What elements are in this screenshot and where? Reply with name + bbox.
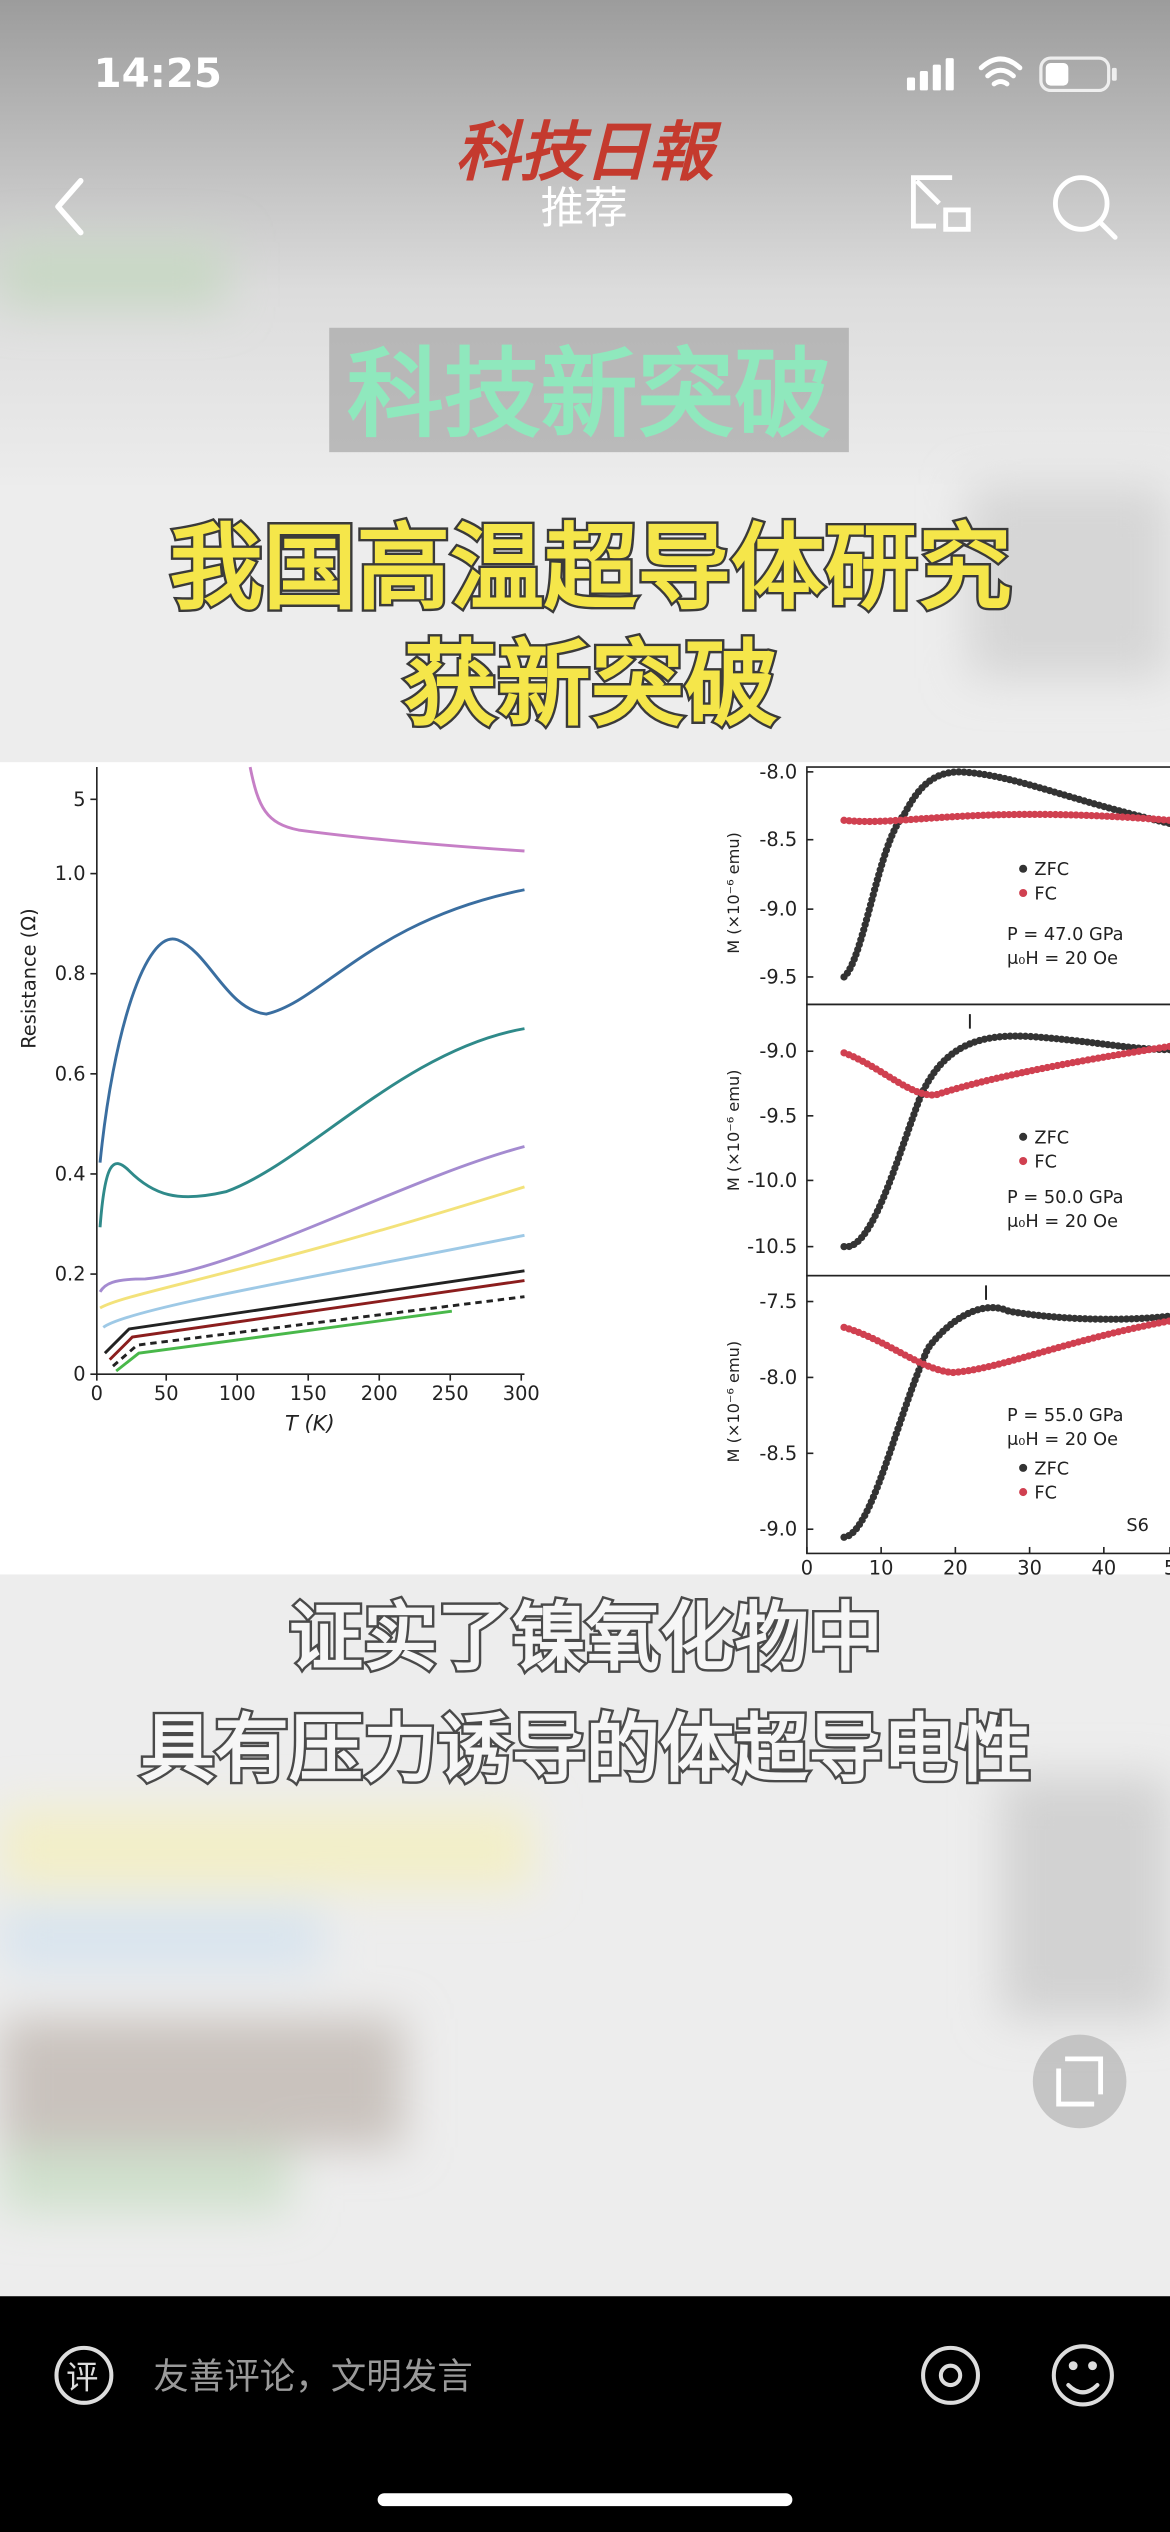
y-tick-label: -8.0 bbox=[759, 1366, 797, 1389]
legend-label: ZFC bbox=[1034, 1128, 1069, 1148]
legend-dot bbox=[1019, 1463, 1028, 1472]
x-tick-label: 40 bbox=[1092, 1556, 1117, 1579]
emoji-button[interactable] bbox=[1051, 2344, 1114, 2407]
comment-icon[interactable]: 评 bbox=[54, 2345, 114, 2405]
pip-button[interactable] bbox=[910, 175, 971, 232]
subtitle-line: 具有压力诱导的体超导电性 bbox=[140, 1706, 1031, 1793]
subtitle-line: 证实了镍氧化物中 bbox=[289, 1594, 883, 1681]
curves bbox=[98, 766, 525, 1373]
headline-line: 我国高温超导体研究 bbox=[170, 515, 1012, 624]
comment-input[interactable]: 友善评论，文明发言 bbox=[153, 2356, 472, 2397]
y-tick-label: -10.5 bbox=[747, 1235, 797, 1258]
y-tick-label: -9.5 bbox=[759, 965, 797, 988]
legend-dot bbox=[1019, 1157, 1028, 1166]
x-tick-label: 20 bbox=[943, 1556, 968, 1579]
x-tick-label: 50 bbox=[154, 1382, 179, 1405]
pressure-label: P = 50.0 GPa bbox=[1007, 1188, 1124, 1208]
y-tick-label: -9.0 bbox=[759, 898, 797, 921]
x-tick-label: 5 bbox=[1164, 1556, 1170, 1579]
legend-label: ZFC bbox=[1034, 860, 1069, 880]
panel-frame bbox=[806, 1274, 1170, 1555]
y-tick-label: -9.0 bbox=[759, 1518, 797, 1541]
x-axis-label: T (K) bbox=[285, 1412, 335, 1436]
pressure-label: P = 55.0 GPa bbox=[1007, 1406, 1124, 1426]
y-tick-label: -9.0 bbox=[759, 1040, 797, 1063]
pressure-label: P = 47.0 GPa bbox=[1007, 925, 1124, 945]
x-tick-label: 300 bbox=[503, 1382, 540, 1405]
legend-dot bbox=[1019, 864, 1028, 873]
y-tick-label: 1.0 bbox=[55, 862, 86, 885]
comment-bar bbox=[0, 2296, 1170, 2532]
x-tick-label: 200 bbox=[361, 1382, 398, 1405]
wifi-icon bbox=[978, 56, 1023, 87]
subtitle: 证实了镍氧化物中 具有压力诱导的体超导电性 bbox=[138, 1592, 1034, 1795]
legend-dot bbox=[1019, 1132, 1028, 1141]
x-tick-label: 150 bbox=[290, 1382, 327, 1405]
blurred-background bbox=[0, 242, 1170, 2213]
y-axis-label: M (×10⁻⁶ emu) bbox=[724, 832, 743, 954]
logo: 科技日報 bbox=[455, 114, 722, 190]
y-tick-label: 5 bbox=[73, 788, 85, 811]
tag-box bbox=[329, 327, 849, 453]
y-tick-label: -8.5 bbox=[759, 828, 797, 851]
field-label: μ₀H = 20 Oe bbox=[1007, 1212, 1118, 1232]
headline-line: 获新突破 bbox=[403, 631, 777, 740]
y-tick-label: -10.0 bbox=[747, 1169, 797, 1192]
home-indicator bbox=[377, 2493, 793, 2507]
tag-text: 科技新突破 bbox=[347, 338, 831, 451]
magnetization-chart: M (×10⁻⁶ emu) -8.0 -8.5 -9.0 -9.5 ZFC FC P = 47… bbox=[724, 760, 1170, 1579]
figure-area bbox=[0, 762, 1170, 1575]
x-tick-label: 100 bbox=[219, 1382, 256, 1405]
y-tick-label: 0.4 bbox=[55, 1162, 86, 1185]
field-label: μ₀H = 20 Oe bbox=[1007, 949, 1118, 969]
y-axis-label: M (×10⁻⁶ emu) bbox=[724, 1341, 743, 1463]
search-button[interactable] bbox=[1052, 175, 1118, 240]
y-tick-label: -8.0 bbox=[759, 760, 797, 783]
legend-dot bbox=[1019, 1488, 1028, 1497]
y-tick-label: -8.5 bbox=[759, 1442, 797, 1465]
y-tick-label: 0.6 bbox=[55, 1062, 86, 1085]
mention-button[interactable] bbox=[921, 2345, 980, 2405]
x-tick-label: 10 bbox=[869, 1556, 894, 1579]
sample-label: S6 bbox=[1126, 1516, 1149, 1536]
headline: 我国高温超导体研究 获新突破 bbox=[167, 512, 1014, 742]
legend-label: FC bbox=[1034, 884, 1057, 904]
back-button[interactable] bbox=[55, 178, 84, 236]
y-tick-label: 0.2 bbox=[55, 1263, 86, 1286]
y-axis-label: M (×10⁻⁶ emu) bbox=[724, 1070, 743, 1192]
x-tick-label: 250 bbox=[432, 1382, 469, 1405]
field-label: μ₀H = 20 Oe bbox=[1007, 1430, 1118, 1450]
y-tick-label: 0.8 bbox=[55, 962, 86, 985]
signal-icon bbox=[906, 58, 954, 91]
x-tick-label: 0 bbox=[801, 1556, 813, 1579]
y-tick-label: -9.5 bbox=[759, 1104, 797, 1127]
legend-label: FC bbox=[1034, 1484, 1057, 1504]
scatter-curves bbox=[840, 768, 1170, 1541]
fullscreen-button[interactable] bbox=[1032, 2034, 1127, 2129]
comment-icon-text: 评 bbox=[66, 2358, 98, 2396]
nav-tab[interactable]: 推荐 bbox=[541, 184, 628, 234]
legend-label: ZFC bbox=[1034, 1459, 1069, 1479]
x-tick-label: 30 bbox=[1017, 1556, 1042, 1579]
y-tick-label: -7.5 bbox=[759, 1290, 797, 1313]
arrow-marker bbox=[968, 1014, 987, 1300]
y-tick-label: 0 bbox=[73, 1363, 85, 1386]
resistance-chart: Resistance (Ω) T (K) 00.20.40.60.81.050 5… bbox=[18, 766, 540, 1436]
status-time: 14:25 bbox=[94, 50, 222, 97]
y-axis-label: Resistance (Ω) bbox=[18, 908, 41, 1048]
x-tick-label: 0 bbox=[91, 1382, 103, 1405]
legend-dot bbox=[1019, 888, 1028, 898]
battery-icon bbox=[1039, 56, 1117, 93]
legend-label: FC bbox=[1034, 1152, 1057, 1172]
